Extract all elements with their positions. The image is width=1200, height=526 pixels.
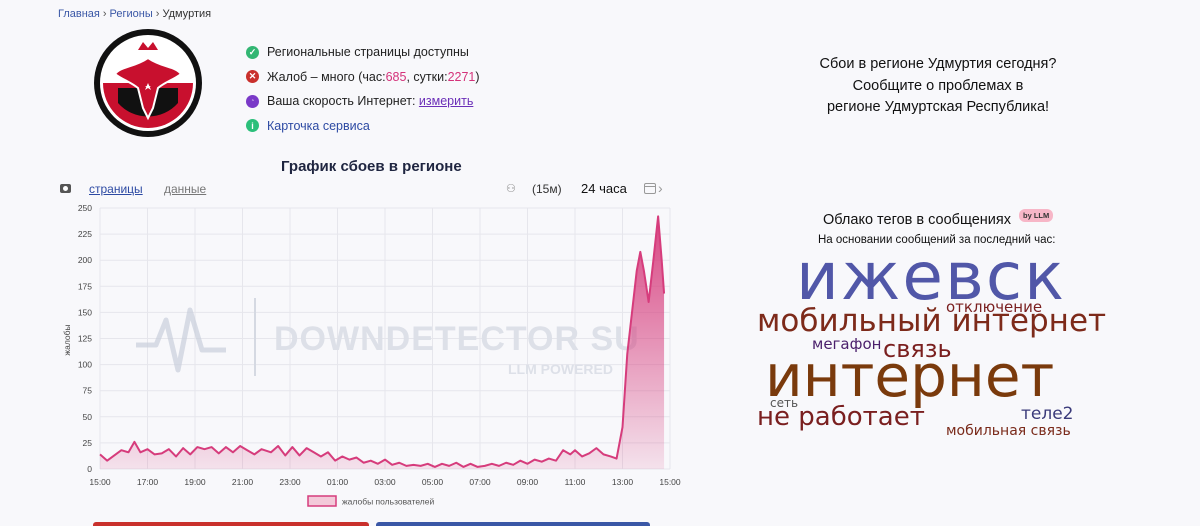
- interval-selector[interactable]: (15м): [532, 182, 562, 196]
- x-tick-label: 15:00: [659, 477, 681, 487]
- speed-text: Ваша скорость Интернет:: [267, 94, 416, 109]
- status-pages-text: Региональные страницы доступны: [267, 45, 469, 60]
- tag-internet[interactable]: интернет: [765, 342, 1055, 410]
- breadcrumb-regions[interactable]: Регионы: [109, 8, 153, 20]
- x-tick-label: 23:00: [279, 477, 301, 487]
- service-card-link[interactable]: Карточка сервиса: [267, 118, 370, 133]
- watermark-sub-text: LLM POWERED: [508, 361, 613, 377]
- status-service-card[interactable]: i Карточка сервиса: [246, 114, 480, 139]
- status-speed: ◔ Ваша скорость Интернет: измерить: [246, 89, 480, 114]
- complaints-prefix: Жалоб – много (час:: [267, 69, 386, 84]
- legend-label[interactable]: жалобы пользователей: [342, 497, 434, 507]
- tag-cloud-title: Облако тегов в сообщениях: [823, 212, 1011, 228]
- tag-izhevsk[interactable]: ижевск: [796, 238, 1067, 315]
- period-selector[interactable]: 24 часа: [581, 181, 627, 196]
- tab-pages[interactable]: страницы: [89, 182, 143, 196]
- region-emblem-logo: [94, 29, 202, 137]
- info-circle-icon: i: [246, 119, 259, 133]
- x-tick-label: 07:00: [469, 477, 491, 487]
- y-tick-label: 0: [87, 464, 92, 474]
- tab-data[interactable]: данные: [164, 182, 207, 196]
- chevron-right-icon[interactable]: ›: [658, 180, 663, 196]
- x-tick-label: 15:00: [89, 477, 111, 487]
- x-tick-label: 05:00: [422, 477, 444, 487]
- watermark-main-text: DOWNDETECTOR SU: [274, 320, 640, 358]
- y-tick-label: 25: [83, 438, 93, 448]
- outage-chart: DOWNDETECTOR SU LLM POWERED 0 25 50 75 100 12…: [62, 203, 681, 507]
- tag-megafon[interactable]: мегафон: [812, 335, 882, 353]
- y-tick-label: 75: [83, 386, 93, 396]
- legend-swatch[interactable]: [307, 495, 337, 507]
- chart-watermark: DOWNDETECTOR SU LLM POWERED: [136, 298, 640, 377]
- tag-mobile-internet[interactable]: мобильный интернет: [757, 303, 1107, 339]
- status-complaints: ✕ Жалоб – много (час: 685, сутки: 2271): [246, 65, 480, 90]
- secondary-button-partial[interactable]: [376, 522, 650, 526]
- x-tick-label: 11:00: [565, 477, 586, 487]
- check-circle-icon: ✓: [246, 45, 259, 59]
- speedometer-icon: ◔: [246, 94, 259, 108]
- tag-cloud-subtitle: На основании сообщений за последний час:: [818, 234, 1056, 246]
- tag-ne-rabotaet[interactable]: не работает: [757, 402, 925, 432]
- x-tick-label: 01:00: [327, 477, 349, 487]
- camera-icon[interactable]: [60, 184, 71, 193]
- calendar-icon[interactable]: [644, 183, 656, 194]
- x-tick-label: 09:00: [517, 477, 539, 487]
- breadcrumb-current: Удмуртия: [162, 8, 212, 20]
- x-tick-label: 17:00: [137, 477, 159, 487]
- report-promo: Сбои в регионе Удмуртия сегодня? Сообщит…: [788, 54, 1088, 119]
- status-list: ✓ Региональные страницы доступны ✕ Жалоб…: [246, 40, 480, 138]
- complaints-day-count: 2271: [447, 69, 476, 84]
- error-circle-icon: ✕: [246, 70, 259, 84]
- complaints-suffix: ): [475, 69, 480, 84]
- breadcrumb-home[interactable]: Главная: [58, 8, 100, 20]
- promo-line-2: Сообщите о проблемах в: [852, 77, 1024, 94]
- promo-line-3: регионе Удмуртская Республика!: [826, 99, 1050, 115]
- y-tick-label: 125: [78, 334, 92, 344]
- breadcrumb-separator: ›: [155, 8, 160, 20]
- y-tick-label: 50: [83, 412, 93, 422]
- y-tick-label: 200: [78, 255, 92, 265]
- report-button-partial[interactable]: [93, 522, 369, 526]
- y-tick-label: 150: [78, 307, 92, 317]
- y-tick-label: 250: [78, 203, 92, 213]
- complaints-line: [99, 215, 666, 468]
- tag-otklyuchenie[interactable]: отключение: [946, 298, 1043, 316]
- x-tick-label: 03:00: [374, 477, 396, 487]
- chart-title: График сбоев в регионе: [281, 158, 462, 175]
- complaints-hour-count: 685: [385, 69, 407, 84]
- tag-tele2[interactable]: теле2: [1021, 404, 1074, 424]
- tag-mobile-connection[interactable]: мобильная связь: [946, 423, 1071, 439]
- y-tick-label: 175: [78, 281, 92, 291]
- promo-line-1: Сбои в регионе Удмуртия сегодня?: [819, 56, 1057, 72]
- y-tick-label: 100: [78, 360, 92, 370]
- x-tick-label: 13:00: [612, 477, 634, 487]
- chart-toolbar: страницы данные ⚇ (15м) 24 часа ›: [60, 180, 670, 200]
- llm-badge: by LLM: [1019, 209, 1054, 222]
- x-tick-label: 21:00: [232, 477, 254, 487]
- tag-set[interactable]: сеть: [770, 396, 799, 410]
- tag-svyaz[interactable]: связь: [883, 335, 952, 363]
- x-tick-label: 19:00: [184, 477, 206, 487]
- user-icon[interactable]: ⚇: [506, 183, 516, 195]
- y-axis-label: жалобы: [62, 324, 72, 355]
- y-tick-label: 225: [78, 229, 92, 239]
- complaints-mid: , сутки:: [406, 69, 448, 84]
- breadcrumb-separator: ›: [102, 8, 107, 20]
- status-pages-available: ✓ Региональные страницы доступны: [246, 40, 480, 65]
- breadcrumb: Главная › Регионы › Удмуртия: [58, 8, 211, 20]
- speed-test-link[interactable]: измерить: [418, 94, 474, 109]
